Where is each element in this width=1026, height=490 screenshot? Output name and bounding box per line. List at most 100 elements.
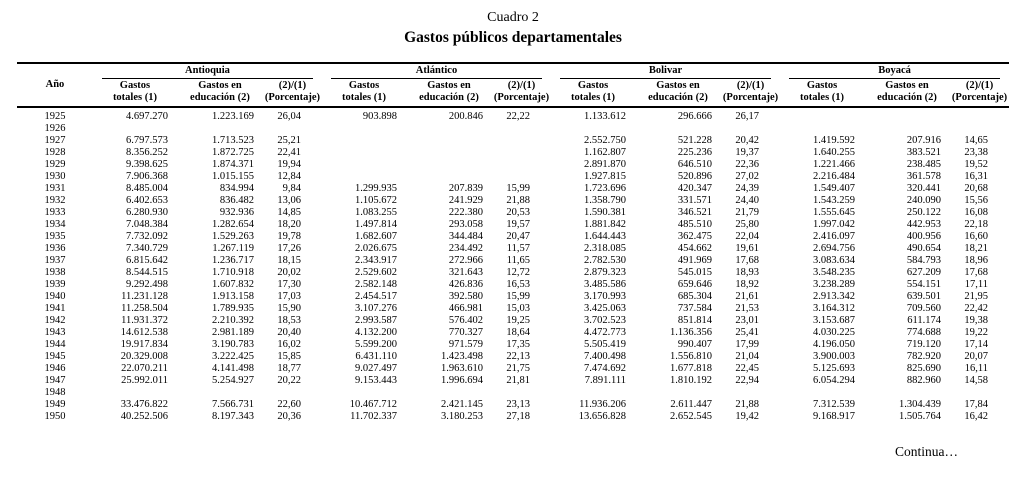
year-cell: 1939 [44,279,66,290]
value-cell [551,123,635,135]
value-cell: 1.505.764 [899,411,942,422]
dept-header-bolivar: Bolivar [551,63,780,79]
table-row: 1944 19.917.834 3.190.783 16,02 5.599.200 971… [17,339,1009,351]
table-row: 1933 6.280.930 932.936 14,85 1.083.255 222.38… [17,207,1009,219]
value-cell: 1.133.612 [584,111,627,122]
value-cell: 1.221.466 [813,159,856,170]
dept-header-atlantico: Atlántico [322,63,551,79]
value-cell: 3.222.425 [211,351,254,362]
percentage-cell: 20,42 [735,135,760,146]
percentage-cell: 19,57 [506,219,531,230]
percentage-cell [492,123,551,135]
page-title: Gastos públicos departamentales [404,29,622,46]
value-cell: 770.327 [448,327,483,338]
value-cell: 321.643 [448,267,483,278]
value-cell: 584.793 [906,255,942,266]
percentage-cell: 18,92 [735,279,760,290]
table-row: 1947 25.992.011 5.254.927 20,22 9.153.443 1.9… [17,375,1009,387]
year-cell: 1940 [44,291,66,302]
year-cell: 1931 [44,183,66,194]
value-cell: 11.936.206 [579,399,627,410]
value-cell: 7.474.692 [584,363,627,374]
percentage-cell: 13,06 [277,195,301,206]
value-cell: 19.917.834 [120,339,168,350]
table-row: 1941 11.258.504 1.789.935 15,90 3.107.276 466… [17,303,1009,315]
value-cell: 1.872.725 [211,147,254,158]
value-cell: 639.501 [906,291,942,302]
percentage-cell: 16,08 [964,207,989,218]
percentage-cell: 27,18 [506,411,531,422]
value-cell [177,123,263,135]
percentage-cell: 23,01 [735,315,760,326]
value-cell [322,159,406,171]
percentage-cell [492,159,551,171]
percentage-cell: 26,04 [277,111,301,122]
percentage-cell: 18,77 [277,363,301,374]
percentage-cell: 18,20 [277,219,301,230]
percentage-cell: 22,41 [277,147,301,158]
column-header: (2)/(1) (Porcentaje) [491,79,552,108]
table-row: 1945 20.329.008 3.222.425 15,85 6.431.110 1.4… [17,351,1009,363]
percentage-cell: 12,84 [277,171,301,182]
percentage-cell: 22,60 [277,399,301,410]
value-cell: 971.579 [448,339,483,350]
value-cell [322,123,406,135]
table-row: 1940 11.231.128 1.913.158 17,03 2.454.517 392… [17,291,1009,303]
value-cell: 1.304.439 [899,399,942,410]
value-cell [93,123,177,135]
value-cell: 882.960 [906,375,942,386]
value-cell: 207.839 [448,183,483,194]
value-cell: 1.358.790 [584,195,627,206]
percentage-cell: 19,37 [735,147,760,158]
percentage-cell: 22,04 [735,231,760,242]
value-cell [406,387,492,399]
value-cell: 11.931.372 [121,315,168,326]
value-cell: 9.168.917 [813,411,856,422]
percentage-cell: 26,17 [735,111,760,122]
table-row: 1938 8.544.515 1.710.918 20,02 2.529.602 321.… [17,267,1009,279]
value-cell: 6.280.930 [125,207,168,218]
value-cell: 1.267.119 [212,243,254,254]
column-header: (2)/(1) (Porcentaje) [721,79,781,108]
value-cell: 2.343.917 [354,255,397,266]
value-cell: 4.141.498 [211,363,254,374]
value-cell: 719.120 [906,339,942,350]
value-cell: 1.874.371 [211,159,254,170]
percentage-cell: 19,52 [964,159,989,170]
percentage-cell [492,147,551,159]
percentage-cell: 19,42 [735,411,760,422]
percentage-cell: 21,88 [506,195,531,206]
value-cell: 2.891.870 [584,159,627,170]
percentage-cell: 21,88 [735,399,760,410]
value-cell: 225.236 [677,147,713,158]
year-cell: 1928 [44,147,66,158]
table-row: 1946 22.070.211 4.141.498 18,77 9.027.497 1.9… [17,363,1009,375]
value-cell [322,147,406,159]
value-cell: 6.402.653 [125,195,168,206]
departmental-expenses-table: Año Antioquia Atlántico Bolivar Boyacá G… [16,62,1010,423]
value-cell [864,107,950,123]
percentage-cell: 17,14 [964,339,989,350]
table-body: 1925 4.697.270 1.223.169 26,04 903.898 200.84… [17,107,1009,423]
value-cell: 7.566.731 [211,399,254,410]
year-cell: 1944 [44,339,66,350]
table-row: 1942 11.931.372 2.210.392 18,53 2.993.587 576… [17,315,1009,327]
percentage-cell: 21,75 [506,363,531,374]
value-cell: 1.810.192 [670,375,713,386]
value-cell: 2.582.148 [354,279,397,290]
value-cell: 8.197.343 [211,411,254,422]
year-cell: 1929 [44,159,66,170]
value-cell: 2.529.602 [354,267,397,278]
year-cell: 1927 [44,135,66,146]
percentage-cell: 22,36 [735,159,760,170]
percentage-cell: 19,78 [277,231,301,242]
value-cell: 2.652.545 [670,411,713,422]
table-row: 1929 9.398.625 1.874.371 19,94 2.891.870 646.… [17,159,1009,171]
value-cell [780,387,864,399]
year-cell: 1950 [44,411,66,422]
value-cell: 2.611.447 [670,399,713,410]
value-cell: 296.666 [677,111,713,122]
value-cell: 11.702.337 [350,411,397,422]
value-cell: 491.969 [677,255,713,266]
